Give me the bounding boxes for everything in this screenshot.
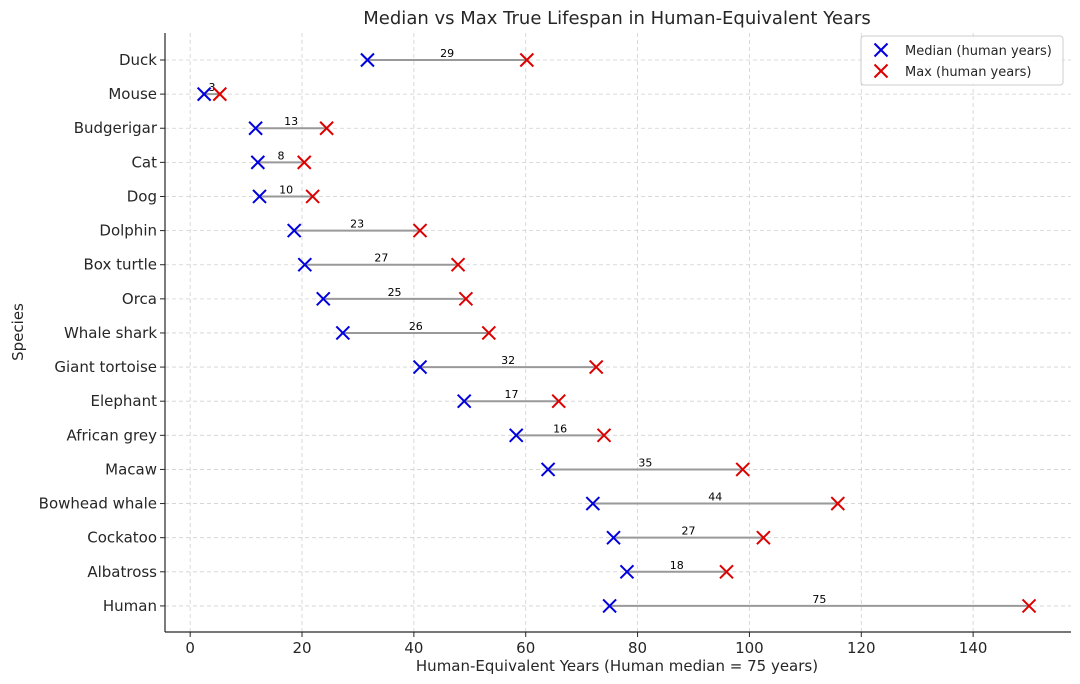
difference-label: 16 <box>553 422 567 435</box>
max-marker <box>719 564 734 580</box>
median-marker <box>456 393 472 409</box>
axes <box>160 33 1071 637</box>
max-marker <box>319 121 334 136</box>
y-tick-label: Giant tortoise <box>54 358 157 376</box>
difference-label: 35 <box>638 456 652 469</box>
max-marker <box>450 257 466 272</box>
y-tick-label: Mouse <box>108 85 157 103</box>
difference-label: 25 <box>388 286 402 299</box>
median-marker <box>509 428 524 443</box>
max-marker <box>481 325 497 341</box>
difference-label: 32 <box>501 354 515 367</box>
x-tick-label: 120 <box>847 639 876 657</box>
y-tick-label: Macaw <box>105 460 157 478</box>
x-tick-label: 20 <box>292 639 311 657</box>
y-tick-label: Cockatoo <box>87 529 157 547</box>
median-marker <box>248 121 263 136</box>
y-tick-label: Cat <box>131 153 157 171</box>
x-tick-label: 40 <box>404 639 423 657</box>
difference-label: 13 <box>284 115 298 128</box>
median-marker <box>335 325 351 341</box>
x-tick-label: 60 <box>516 639 535 657</box>
max-marker <box>519 52 535 68</box>
median-marker <box>252 189 267 204</box>
legend-label-median: Median (human years) <box>905 44 1052 59</box>
difference-label: 27 <box>374 252 388 265</box>
y-tick-label: Budgerigar <box>74 119 158 137</box>
max-marker <box>1021 598 1037 614</box>
max-marker <box>596 428 612 443</box>
chart-title: Median vs Max True Lifespan in Human-Equ… <box>363 8 870 29</box>
y-axis-label: Species <box>9 303 27 361</box>
legend-marker-max <box>873 63 889 79</box>
max-marker <box>212 86 228 102</box>
x-tick-label: 100 <box>735 639 764 657</box>
legend-label-max: Max (human years) <box>905 65 1031 80</box>
median-marker <box>360 52 375 68</box>
y-tick-label: Albatross <box>87 563 157 581</box>
data-markers <box>196 52 1037 614</box>
y-tick-label: Box turtle <box>84 256 157 274</box>
median-marker <box>297 257 313 272</box>
y-tick-label: Dolphin <box>99 222 157 240</box>
median-marker <box>540 462 556 477</box>
difference-label: 10 <box>279 183 293 196</box>
median-marker <box>412 359 428 375</box>
difference-label: 44 <box>708 491 722 504</box>
difference-label: 23 <box>350 218 364 231</box>
y-tick-label: Duck <box>119 51 157 69</box>
max-marker <box>305 189 320 204</box>
legend-x-median <box>873 42 889 58</box>
x-tick-label: 80 <box>628 639 647 657</box>
difference-label: 17 <box>504 388 518 401</box>
difference-label: 75 <box>812 593 826 606</box>
max-marker <box>551 393 566 409</box>
difference-labels: 29 3 13 8 10 23 27 25 26 32 17 16 35 44 27 18 75 <box>208 47 826 606</box>
y-tick-label: Bowhead whale <box>39 495 157 513</box>
max-marker <box>297 155 312 170</box>
legend-marker-median <box>873 42 889 58</box>
tick-labels: 0 20 40 60 80 100 120 140 Duck Mouse Budgerigar Cat… <box>39 51 988 657</box>
median-marker <box>196 86 212 102</box>
y-tick-label: Orca <box>122 290 157 308</box>
y-tick-label: Elephant <box>91 392 158 410</box>
x-tick-label: 0 <box>185 639 195 657</box>
median-marker <box>316 291 331 307</box>
difference-label: 3 <box>208 81 215 94</box>
y-tick-label: African grey <box>66 426 157 444</box>
median-marker <box>602 598 617 614</box>
max-marker <box>412 223 428 238</box>
difference-label: 29 <box>440 47 454 60</box>
max-marker <box>756 530 771 545</box>
legend: Median (human years) Max (human years) <box>860 35 1064 86</box>
max-marker <box>458 291 474 307</box>
median-marker <box>606 530 621 545</box>
max-marker <box>735 462 750 477</box>
y-tick-label: Whale shark <box>64 324 157 342</box>
median-marker <box>250 155 266 170</box>
x-tick-label: 140 <box>959 639 988 657</box>
difference-label: 26 <box>409 320 423 333</box>
legend-frame <box>860 35 1064 86</box>
difference-label: 8 <box>278 149 285 162</box>
difference-label: 18 <box>670 559 684 572</box>
median-marker <box>286 223 302 238</box>
range-connectors <box>204 59 1030 607</box>
median-marker <box>585 496 601 511</box>
median-marker <box>619 564 635 580</box>
max-marker <box>830 496 845 511</box>
y-tick-label: Human <box>103 597 157 615</box>
legend-x-max <box>873 63 889 79</box>
max-marker <box>588 359 604 375</box>
y-tick-label: Dog <box>127 187 157 205</box>
difference-label: 27 <box>681 525 695 538</box>
x-axis-label: Human-Equivalent Years (Human median = 7… <box>416 657 818 675</box>
